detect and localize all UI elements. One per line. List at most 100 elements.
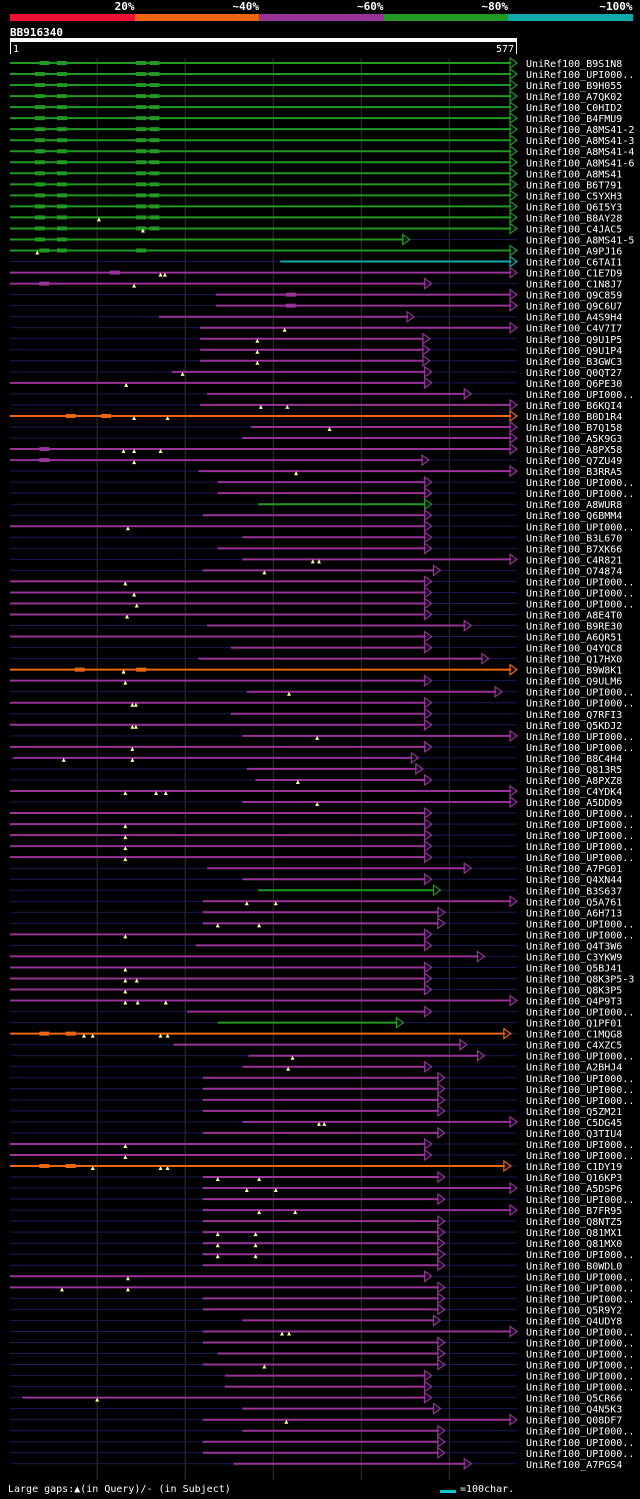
hit-label[interactable]: UniRef100_B0WDL0 [526, 1261, 622, 1272]
hit-row[interactable]: UniRef100_UPI000.. [10, 1148, 634, 1162]
hit-label[interactable]: UniRef100_A5DD09 [526, 798, 622, 809]
hit-label[interactable]: UniRef100_UPI000.. [526, 588, 634, 599]
hit-label[interactable]: UniRef100_UPI000.. [526, 1195, 634, 1206]
hit-row[interactable]: UniRef100_UPI000.. [10, 1380, 634, 1394]
hit-label[interactable]: UniRef100_C1MQG8 [526, 1030, 622, 1041]
hit-row[interactable]: UniRef100_B7XK66 [10, 542, 622, 555]
hit-label[interactable]: UniRef100_Q5ZM21 [526, 1107, 622, 1118]
hit-label[interactable]: UniRef100_A7PG01 [526, 864, 622, 875]
hit-label[interactable]: UniRef100_Q81MX1 [526, 1228, 622, 1239]
hit-label[interactable]: UniRef100_UPI000.. [526, 599, 634, 610]
hit-row[interactable]: UniRef100_Q4UDY8 [10, 1314, 622, 1327]
hit-row[interactable]: UniRef100_UPI000.. [10, 475, 634, 489]
hit-label[interactable]: UniRef100_UPI000.. [526, 1327, 634, 1338]
hit-row[interactable]: UniRef100_UPI000.. [10, 1435, 634, 1449]
hit-row[interactable]: UniRef100_A8MS41-5 [10, 233, 634, 246]
hit-label[interactable]: UniRef100_Q0QT27 [526, 368, 622, 379]
hit-label[interactable]: UniRef100_UPI000.. [526, 809, 634, 820]
hit-label[interactable]: UniRef100_O74874 [526, 566, 622, 577]
hit-row[interactable]: UniRef100_B9W8K1 [10, 663, 622, 677]
hit-label[interactable]: UniRef100_B7XK66 [526, 544, 622, 555]
hit-label[interactable]: UniRef100_B6KQI4 [526, 401, 622, 412]
hit-row[interactable]: UniRef100_Q9U1P4 [10, 343, 622, 357]
hit-label[interactable]: UniRef100_UPI000.. [526, 1283, 634, 1294]
hit-label[interactable]: UniRef100_B9RE30 [526, 622, 622, 633]
hit-label[interactable]: UniRef100_UPI000.. [526, 743, 634, 754]
hit-row[interactable]: UniRef100_Q8K3P5-3 [10, 972, 634, 985]
hit-label[interactable]: UniRef100_B3L670 [526, 533, 622, 544]
hit-row[interactable]: UniRef100_A8MS41-4 [10, 145, 634, 158]
hit-row[interactable]: UniRef100_Q6PE30 [10, 376, 622, 390]
hit-label[interactable]: UniRef100_UPI000.. [526, 699, 634, 710]
hit-row[interactable]: UniRef100_Q08DF7 [10, 1413, 622, 1427]
hit-row[interactable]: UniRef100_Q81MX0 [10, 1237, 622, 1250]
hit-label[interactable]: UniRef100_Q5CR66 [526, 1394, 622, 1405]
hit-row[interactable]: UniRef100_UPI000.. [10, 1049, 634, 1063]
hit-row[interactable]: UniRef100_A9PJ16 [10, 244, 622, 258]
hit-label[interactable]: UniRef100_C4YDK4 [526, 787, 622, 798]
hit-label[interactable]: UniRef100_Q1PF01 [526, 1019, 622, 1030]
hit-row[interactable]: UniRef100_A8MS41 [10, 167, 622, 180]
hit-row[interactable]: UniRef100_B6KQI4 [10, 398, 622, 412]
hit-row[interactable]: UniRef100_A7QK02 [10, 89, 622, 103]
hit-label[interactable]: UniRef100_UPI000.. [526, 1250, 634, 1261]
hit-label[interactable]: UniRef100_C1DY19 [526, 1162, 622, 1173]
hit-label[interactable]: UniRef100_C4R821 [526, 555, 622, 566]
hit-label[interactable]: UniRef100_B3GWC3 [526, 357, 622, 368]
hit-row[interactable]: UniRef100_UPI000.. [10, 1071, 634, 1085]
hit-row[interactable]: UniRef100_Q4T3W6 [10, 939, 622, 952]
hit-row[interactable]: UniRef100_B3RRA5 [10, 464, 622, 478]
hit-label[interactable]: UniRef100_UPI000.. [526, 732, 634, 743]
hit-row[interactable]: UniRef100_UPI000.. [10, 1424, 634, 1438]
hit-label[interactable]: UniRef100_Q9U1P4 [526, 346, 622, 357]
hit-row[interactable]: UniRef100_O74874 [10, 564, 622, 577]
hit-label[interactable]: UniRef100_Q4XN44 [526, 875, 622, 886]
hit-label[interactable]: UniRef100_UPI000.. [526, 1449, 634, 1460]
hit-row[interactable]: UniRef100_A8E4T0 [10, 608, 622, 622]
hit-label[interactable]: UniRef100_A8MS41-4 [526, 147, 634, 158]
hit-row[interactable]: UniRef100_A8WUR8 [10, 498, 622, 511]
hit-label[interactable]: UniRef100_B9W8K1 [526, 666, 622, 677]
hit-row[interactable]: UniRef100_A5DSP6 [10, 1181, 622, 1195]
hit-label[interactable]: UniRef100_UPI000.. [526, 1096, 634, 1107]
hit-row[interactable]: UniRef100_A5K9G3 [10, 431, 622, 445]
hit-row[interactable]: UniRef100_Q17HX0 [10, 652, 622, 666]
hit-row[interactable]: UniRef100_Q8K3P5 [10, 983, 622, 997]
hit-label[interactable]: UniRef100_Q9C6U7 [526, 302, 622, 313]
hit-label[interactable]: UniRef100_B0D1R4 [526, 412, 622, 423]
hit-label[interactable]: UniRef100_B3S637 [526, 886, 622, 897]
hit-label[interactable]: UniRef100_A2BHJ4 [526, 1063, 622, 1074]
hit-row[interactable]: UniRef100_B7FR95 [10, 1203, 622, 1217]
hit-row[interactable]: UniRef100_C1E7D9 [10, 266, 622, 280]
hit-label[interactable]: UniRef100_UPI000.. [526, 1052, 634, 1063]
hit-row[interactable]: UniRef100_A8MS41-3 [10, 134, 634, 147]
hit-label[interactable]: UniRef100_Q6PE30 [526, 379, 622, 390]
hit-row[interactable]: UniRef100_UPI000.. [10, 850, 634, 864]
hit-label[interactable]: UniRef100_UPI000.. [526, 1338, 634, 1349]
hit-row[interactable]: UniRef100_UPI000.. [10, 1248, 634, 1261]
hit-row[interactable]: UniRef100_UPI000.. [10, 729, 634, 743]
hit-row[interactable]: UniRef100_Q6BMM4 [10, 509, 622, 522]
hit-row[interactable]: UniRef100_A8PX58 [10, 442, 622, 456]
hit-row[interactable]: UniRef100_UPI000.. [10, 685, 634, 699]
hit-row[interactable]: UniRef100_Q4P9T3 [10, 994, 622, 1008]
hit-label[interactable]: UniRef100_UPI000.. [526, 1294, 634, 1305]
hit-label[interactable]: UniRef100_Q9ULM6 [526, 677, 622, 688]
hit-label[interactable]: UniRef100_A5K9G3 [526, 434, 622, 445]
hit-label[interactable]: UniRef100_UPI000.. [526, 522, 634, 533]
hit-row[interactable]: UniRef100_C4XZC5 [10, 1038, 622, 1052]
hit-label[interactable]: UniRef100_A4S9H4 [526, 313, 622, 324]
hit-row[interactable]: UniRef100_Q5KDJ2 [10, 718, 622, 732]
hit-label[interactable]: UniRef100_B6T791 [526, 180, 622, 191]
hit-row[interactable]: UniRef100_Q4XN44 [10, 873, 622, 886]
hit-row[interactable]: UniRef100_Q4YQC8 [10, 641, 622, 655]
hit-row[interactable]: UniRef100_B3S637 [10, 884, 622, 897]
hit-row[interactable]: UniRef100_UPI000.. [10, 806, 634, 820]
hit-label[interactable]: UniRef100_B9H055 [526, 81, 622, 92]
hit-row[interactable]: UniRef100_Q813R5 [10, 762, 622, 776]
hit-row[interactable]: UniRef100_UPI000.. [10, 1446, 634, 1460]
hit-row[interactable]: UniRef100_Q5A761 [10, 895, 622, 908]
hit-row[interactable]: UniRef100_B8AY28 [10, 211, 622, 224]
hit-row[interactable]: UniRef100_UPI000.. [10, 1336, 634, 1349]
hit-row[interactable]: UniRef100_B6T791 [10, 178, 622, 191]
